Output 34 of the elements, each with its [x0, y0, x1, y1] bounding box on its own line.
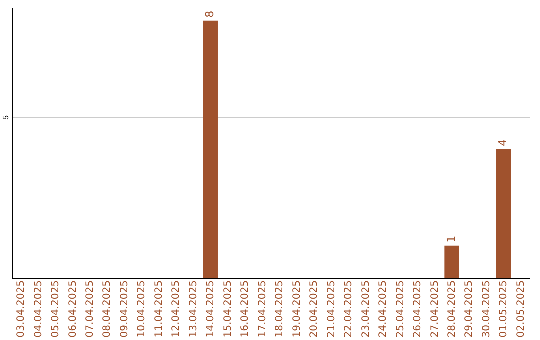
x-tick-label: 03.04.2025	[16, 280, 28, 338]
x-tick-label: 19.04.2025	[292, 280, 303, 338]
x-tick-label: 27.04.2025	[430, 280, 441, 338]
x-tick-label: 01.05.2025	[498, 280, 510, 338]
x-tick-label: 16.04.2025	[240, 280, 252, 338]
x-tick-label: 23.04.2025	[360, 280, 372, 338]
x-tick-label: 24.04.2025	[378, 280, 390, 338]
x-tick-label: 20.04.2025	[309, 280, 320, 338]
x-tick-label: 07.04.2025	[85, 280, 96, 338]
data-label: 8	[204, 10, 217, 18]
x-tick-label: 21.04.2025	[326, 280, 338, 338]
x-tick-label: 11.04.2025	[154, 280, 165, 338]
x-tick-label: 29.04.2025	[464, 280, 476, 338]
x-tick-label: 13.04.2025	[188, 280, 200, 338]
x-tick-label: 12.04.2025	[171, 280, 182, 338]
x-tick-label: 04.04.2025	[33, 280, 44, 338]
x-tick-label: 09.04.2025	[119, 280, 130, 338]
y-tick-label: 5	[2, 115, 10, 120]
data-label: 1	[445, 236, 458, 243]
x-tick-label: 30.04.2025	[481, 280, 492, 338]
x-tick-label: 15.04.2025	[222, 280, 234, 338]
x-tick-label: 18.04.2025	[274, 280, 286, 338]
x-tick-label: 14.04.2025	[206, 280, 217, 338]
x-tick-label: 10.04.2025	[136, 280, 148, 338]
x-tick-label: 28.04.2025	[447, 280, 458, 338]
x-tick-label: 02.05.2025	[516, 280, 527, 338]
x-tick-label: 22.04.2025	[344, 280, 355, 338]
x-tick-label: 05.04.2025	[50, 280, 62, 338]
x-tick-label: 25.04.2025	[395, 280, 406, 338]
data-label: 4	[496, 139, 510, 146]
x-tick-label: 17.04.2025	[257, 280, 268, 338]
x-tick-label: 26.04.2025	[412, 280, 424, 338]
x-tick-label: 06.04.2025	[68, 280, 79, 338]
x-tick-label: 08.04.2025	[102, 280, 114, 338]
